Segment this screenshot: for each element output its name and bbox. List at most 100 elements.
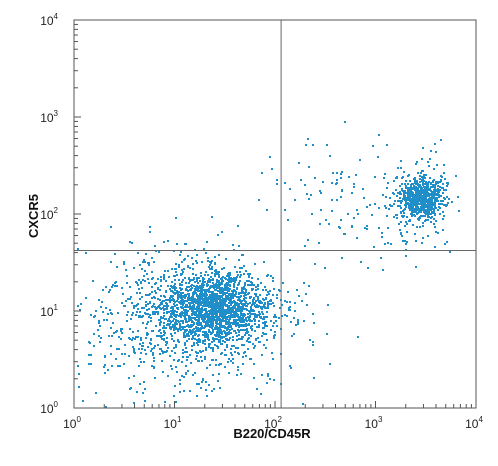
- data-point: [145, 337, 147, 339]
- data-point: [266, 325, 268, 327]
- data-point: [240, 373, 242, 375]
- data-point: [188, 278, 190, 280]
- data-point: [399, 185, 401, 187]
- data-point: [246, 305, 248, 307]
- data-point: [209, 306, 211, 308]
- data-point: [424, 177, 426, 179]
- data-point: [148, 282, 150, 284]
- data-point: [232, 339, 234, 341]
- data-point: [142, 342, 144, 344]
- data-point: [124, 305, 126, 307]
- data-point: [415, 206, 417, 208]
- y-tick-label: 102: [40, 206, 58, 222]
- y-tick-label: 104: [40, 12, 58, 28]
- data-point: [228, 315, 230, 317]
- data-point: [151, 257, 153, 259]
- data-point: [165, 305, 167, 307]
- data-point: [261, 374, 263, 376]
- data-point: [163, 334, 165, 336]
- data-point: [250, 326, 252, 328]
- data-point: [204, 289, 206, 291]
- data-point: [200, 308, 202, 310]
- data-point: [233, 279, 235, 281]
- data-point: [241, 308, 243, 310]
- data-point: [170, 365, 172, 367]
- data-point: [237, 366, 239, 368]
- data-point: [411, 202, 413, 204]
- data-point: [325, 219, 327, 221]
- data-point: [196, 328, 198, 330]
- data-point: [437, 209, 439, 211]
- data-point: [348, 176, 350, 178]
- data-point: [406, 231, 408, 233]
- data-point: [98, 320, 100, 322]
- data-point: [231, 354, 233, 356]
- data-point: [412, 224, 414, 226]
- data-point: [267, 305, 269, 307]
- data-point: [262, 332, 264, 334]
- data-point: [424, 220, 426, 222]
- data-point: [404, 192, 406, 194]
- data-point: [227, 284, 229, 286]
- data-point: [423, 196, 425, 198]
- data-point: [183, 376, 185, 378]
- data-point: [98, 299, 100, 301]
- data-point: [442, 192, 444, 194]
- data-point: [419, 217, 421, 219]
- data-point: [409, 180, 411, 182]
- data-point: [405, 249, 407, 251]
- data-point: [149, 231, 151, 233]
- data-point: [278, 317, 280, 319]
- data-point: [267, 303, 269, 305]
- data-point: [227, 290, 229, 292]
- data-point: [204, 358, 206, 360]
- data-point: [430, 186, 432, 188]
- data-point: [205, 315, 207, 317]
- data-point: [434, 207, 436, 209]
- data-point: [255, 293, 257, 295]
- data-point: [156, 311, 158, 313]
- data-point: [356, 237, 358, 239]
- data-point: [397, 167, 399, 169]
- data-point: [222, 276, 224, 278]
- data-point: [153, 261, 155, 263]
- data-point: [434, 214, 436, 216]
- data-point: [404, 208, 406, 210]
- data-point: [214, 344, 216, 346]
- data-point: [140, 282, 142, 284]
- data-point: [184, 326, 186, 328]
- data-point: [110, 353, 112, 355]
- data-point: [244, 334, 246, 336]
- data-point: [289, 259, 291, 261]
- data-point: [160, 317, 162, 319]
- data-point: [183, 268, 185, 270]
- data-point: [296, 289, 298, 291]
- data-point: [434, 204, 436, 206]
- data-point: [137, 308, 139, 310]
- data-point: [237, 316, 239, 318]
- data-point: [247, 313, 249, 315]
- data-point: [180, 251, 182, 253]
- data-point: [198, 334, 200, 336]
- data-point: [387, 242, 389, 244]
- data-point: [228, 305, 230, 307]
- data-point: [205, 347, 207, 349]
- data-point: [331, 182, 333, 184]
- data-point: [202, 327, 204, 329]
- data-point: [415, 182, 417, 184]
- data-point: [444, 178, 446, 180]
- data-point: [151, 365, 153, 367]
- data-point: [267, 375, 269, 377]
- data-point: [183, 315, 185, 317]
- data-point: [235, 302, 237, 304]
- data-point: [209, 331, 211, 333]
- data-point: [85, 297, 87, 299]
- data-point: [239, 271, 241, 273]
- data-point: [407, 183, 409, 185]
- data-point: [204, 313, 206, 315]
- data-point: [442, 229, 444, 231]
- data-point: [126, 275, 128, 277]
- data-point: [93, 333, 95, 335]
- data-point: [95, 310, 97, 312]
- data-point: [216, 323, 218, 325]
